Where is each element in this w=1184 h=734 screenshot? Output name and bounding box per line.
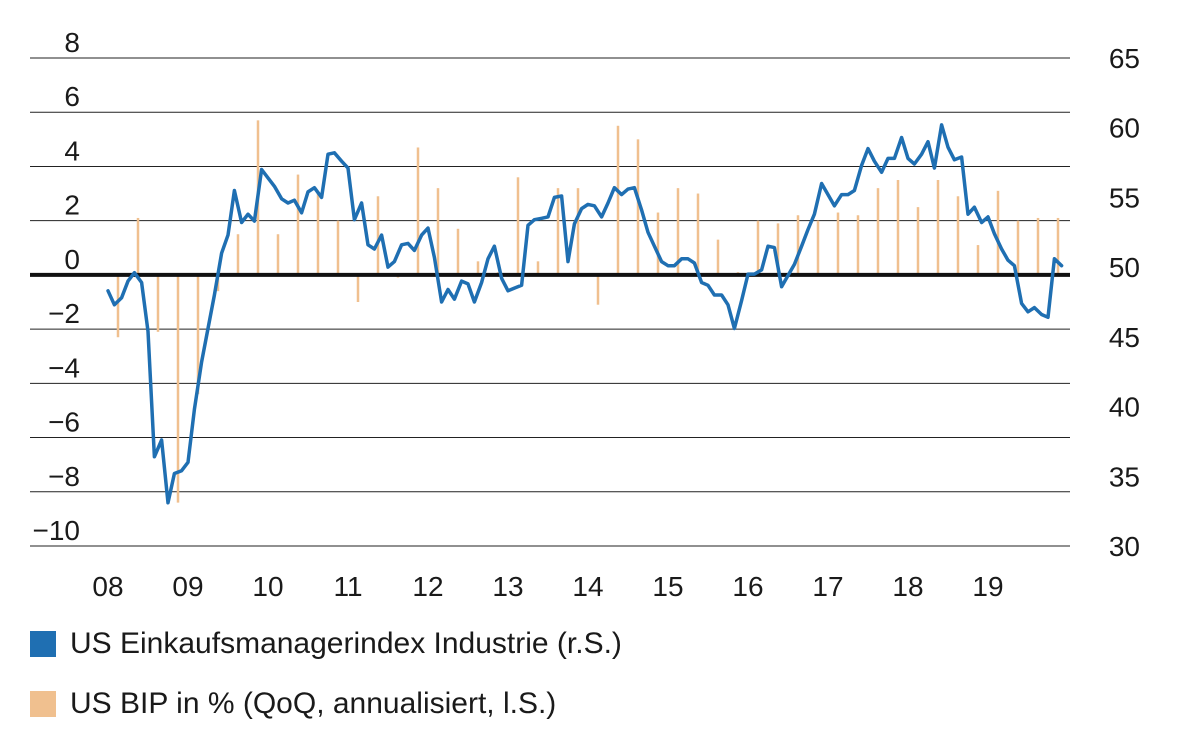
gdp-bar	[136, 217, 140, 275]
x-axis-ticks: 08 09 10 11 12 13 14 15 16 17 18 19	[92, 571, 1003, 602]
gdp-bar	[656, 212, 660, 275]
x-tick-label: 15	[652, 571, 683, 602]
legend-item-gdp: US BIP in % (QoQ, annualisiert, l.S.)	[30, 687, 556, 721]
gdp-bar	[876, 188, 880, 275]
gdp-bar	[856, 215, 860, 275]
gdp-bar	[676, 188, 680, 275]
left-tick-label: 8	[64, 27, 80, 58]
right-tick-label: 60	[1109, 113, 1140, 144]
right-tick-label: 55	[1109, 182, 1140, 213]
x-tick-label: 16	[732, 571, 763, 602]
x-tick-label: 11	[333, 571, 362, 602]
gdp-bar	[296, 174, 300, 275]
gdp-bar	[116, 274, 120, 338]
pmi-line	[106, 123, 1064, 505]
legend-item-pmi: US Einkaufsmanagerindex Industrie (r.S.)	[30, 627, 622, 661]
gdp-bar	[756, 220, 760, 275]
gdp-bar	[196, 274, 200, 395]
gdp-bar	[276, 234, 280, 275]
right-tick-label: 40	[1109, 392, 1140, 423]
chart: 8 6 4 2 0 −2 −4 −6 −8 −10 65 60 55 50 45 40 35 30 08 09 10…	[30, 27, 1140, 602]
legend-label-gdp: US BIP in % (QoQ, annualisiert, l.S.)	[70, 687, 557, 720]
right-tick-label: 35	[1109, 461, 1140, 492]
gdp-bar	[556, 188, 560, 275]
right-tick-label: 30	[1109, 531, 1140, 562]
x-tick-label: 13	[492, 571, 523, 602]
left-tick-label: −6	[48, 407, 80, 438]
x-tick-label: 09	[172, 571, 203, 602]
left-tick-label: −4	[48, 352, 80, 383]
gdp-bar	[316, 193, 320, 275]
gdp-bar	[516, 177, 520, 275]
gdp-bar	[616, 125, 620, 275]
left-tick-label: 0	[64, 244, 80, 275]
gdp-bar	[836, 212, 840, 275]
gdp-bar	[796, 215, 800, 275]
legend-label-pmi: US Einkaufsmanagerindex Industrie (r.S.)	[70, 627, 622, 660]
gdp-bar	[1016, 220, 1020, 275]
legend-swatch-pmi	[30, 631, 56, 657]
gdp-bar	[436, 188, 440, 275]
right-axis-ticks: 65 60 55 50 45 40 35 30	[1109, 43, 1140, 562]
gdp-bar	[476, 261, 480, 275]
gdp-bar	[356, 274, 360, 302]
pmi-line-series	[106, 123, 1064, 505]
right-tick-label: 50	[1109, 252, 1140, 283]
gdp-bar	[376, 196, 380, 275]
x-tick-label: 12	[412, 571, 443, 602]
gdp-bars	[116, 120, 1060, 503]
right-tick-label: 45	[1109, 322, 1140, 353]
gdp-bar	[236, 234, 240, 275]
gdp-bar	[896, 180, 900, 275]
gdp-bar	[636, 139, 640, 275]
gdp-bar	[156, 274, 160, 332]
gdp-bar	[976, 245, 980, 275]
left-tick-label: 6	[64, 81, 80, 112]
x-tick-label: 08	[92, 571, 123, 602]
gdp-bar	[996, 190, 1000, 275]
x-tick-label: 10	[252, 571, 283, 602]
left-axis-ticks: 8 6 4 2 0 −2 −4 −6 −8 −10	[33, 27, 81, 546]
x-tick-label: 17	[812, 571, 843, 602]
gdp-bar	[956, 196, 960, 275]
x-tick-label: 19	[972, 571, 1003, 602]
gdp-bar	[176, 274, 180, 503]
gridlines	[30, 57, 1070, 547]
x-tick-label: 14	[572, 571, 603, 602]
gdp-bar	[336, 220, 340, 275]
gdp-bar	[536, 261, 540, 275]
left-tick-label: −10	[33, 515, 81, 546]
left-tick-label: 4	[64, 135, 80, 166]
gdp-bar	[776, 223, 780, 275]
gdp-bar	[696, 193, 700, 275]
x-tick-label: 18	[892, 571, 923, 602]
gdp-bar	[596, 274, 600, 305]
gdp-bar	[1036, 217, 1040, 275]
gdp-bar	[456, 228, 460, 275]
left-tick-label: −2	[48, 298, 80, 329]
legend-swatch-gdp	[30, 691, 56, 717]
gdp-bar	[916, 207, 920, 275]
left-tick-label: 2	[64, 190, 80, 221]
gdp-bar	[416, 147, 420, 275]
gdp-bar	[936, 180, 940, 275]
left-tick-label: −8	[48, 461, 80, 492]
right-tick-label: 65	[1109, 43, 1140, 74]
gdp-bar	[816, 220, 820, 275]
gdp-bar	[576, 188, 580, 275]
gdp-bar	[1056, 217, 1060, 275]
gdp-bar	[716, 239, 720, 275]
